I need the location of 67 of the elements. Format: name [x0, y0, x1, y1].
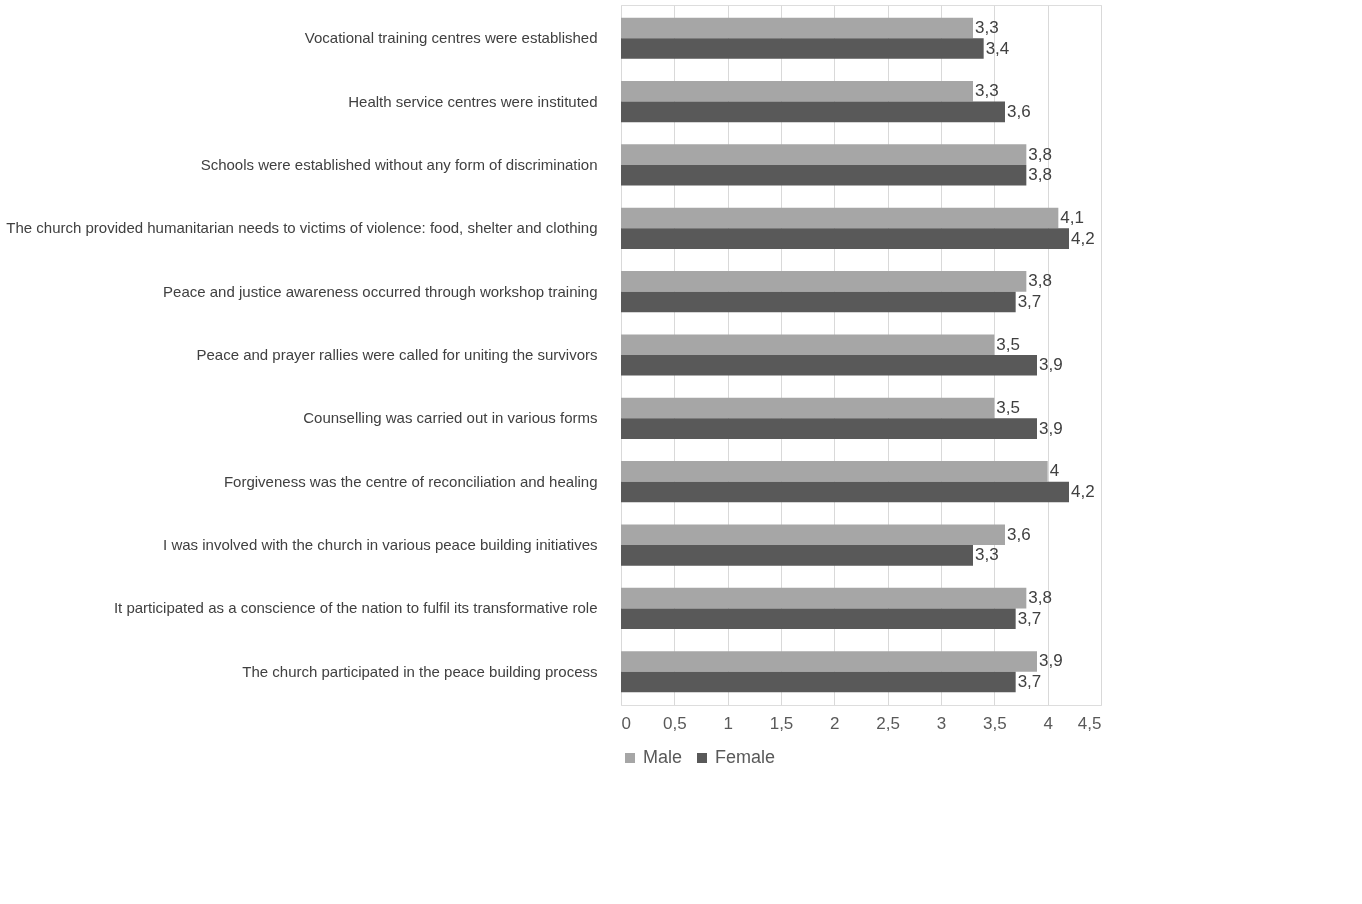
data-label: 4,1 — [1060, 208, 1084, 228]
y-tick-label: Schools were established without any form of discrimination — [200, 155, 598, 173]
bar — [621, 355, 1037, 376]
data-label: 3,8 — [1028, 271, 1052, 291]
bar — [621, 461, 1048, 482]
legend-label: Male — [643, 747, 683, 767]
data-label: 3,7 — [1017, 608, 1042, 628]
y-tick-label: The church participated in the peace building process — [242, 662, 598, 680]
y-tick-label: Peace and justice awareness occurred through workshop training — [163, 282, 598, 300]
data-label: 3,8 — [1028, 588, 1052, 608]
data-label: 3,4 — [985, 38, 1010, 58]
y-tick-label: It participated as a conscience of the nation to fulfil its transformative role — [113, 599, 598, 617]
y-tick-label: Health service centres were instituted — [348, 92, 598, 110]
bar — [621, 418, 1037, 439]
data-label: 3,3 — [975, 17, 999, 37]
bar — [621, 671, 1016, 693]
y-tick-label: Forgiveness was the centre of reconciliation and healing — [223, 472, 598, 490]
x-tick-label: 0,5 — [663, 713, 687, 733]
x-tick-label: 4,5 — [1077, 713, 1102, 733]
bar — [621, 207, 1059, 229]
bar — [621, 397, 995, 419]
data-label: 3,6 — [1007, 524, 1031, 544]
x-tick-label: 3,5 — [983, 713, 1007, 733]
bar — [621, 81, 973, 102]
bar — [621, 524, 1005, 546]
bar — [621, 291, 1016, 313]
bar — [621, 651, 1037, 672]
data-label: 3,6 — [1007, 101, 1031, 121]
data-label: 4 — [1049, 461, 1060, 481]
y-tick-label: I was involved with the church in various peace building initiatives — [163, 536, 598, 554]
bar — [621, 228, 1069, 249]
data-label: 3,9 — [1039, 651, 1063, 671]
bar — [621, 545, 973, 566]
data-label: 3,5 — [996, 398, 1020, 418]
bar — [621, 144, 1027, 165]
bar — [621, 334, 995, 355]
data-label: 3,9 — [1039, 355, 1063, 375]
y-tick-label: Vocational training centres were established — [304, 29, 598, 47]
bar — [621, 587, 1027, 609]
data-label: 3,9 — [1039, 418, 1063, 438]
bar — [621, 38, 984, 59]
x-tick-label: 0 — [621, 713, 631, 733]
x-tick-label: 3 — [936, 713, 947, 733]
data-label: 3,7 — [1017, 291, 1042, 311]
data-label: 3,3 — [975, 81, 999, 101]
data-label: 4,2 — [1071, 228, 1095, 248]
data-label: 3,8 — [1028, 165, 1052, 185]
x-tick-label: 1,5 — [769, 713, 794, 733]
data-label: 4,2 — [1071, 481, 1095, 501]
y-tick-label: The church provided humanitarian needs to victims of violence: food, shelter and clothing — [6, 219, 598, 237]
bar — [621, 17, 973, 39]
data-label: 3,8 — [1028, 144, 1052, 164]
bar — [621, 608, 1016, 629]
x-tick-label: 2 — [830, 713, 840, 733]
x-tick-label: 2,5 — [876, 713, 900, 733]
bar — [621, 271, 1027, 292]
bar — [621, 481, 1069, 503]
bar — [621, 164, 1027, 186]
x-tick-label: 4 — [1043, 713, 1053, 733]
data-label: 3,7 — [1017, 672, 1042, 692]
x-tick-label: 1 — [723, 713, 733, 733]
y-tick-label: Counselling was carried out in various forms — [303, 409, 598, 427]
bar — [621, 101, 1005, 123]
legend-label: Female — [715, 747, 776, 767]
data-label: 3,3 — [975, 545, 999, 565]
data-label: 3,5 — [996, 334, 1020, 354]
y-tick-label: Peace and prayer rallies were called for uniting the survivors — [196, 346, 598, 363]
